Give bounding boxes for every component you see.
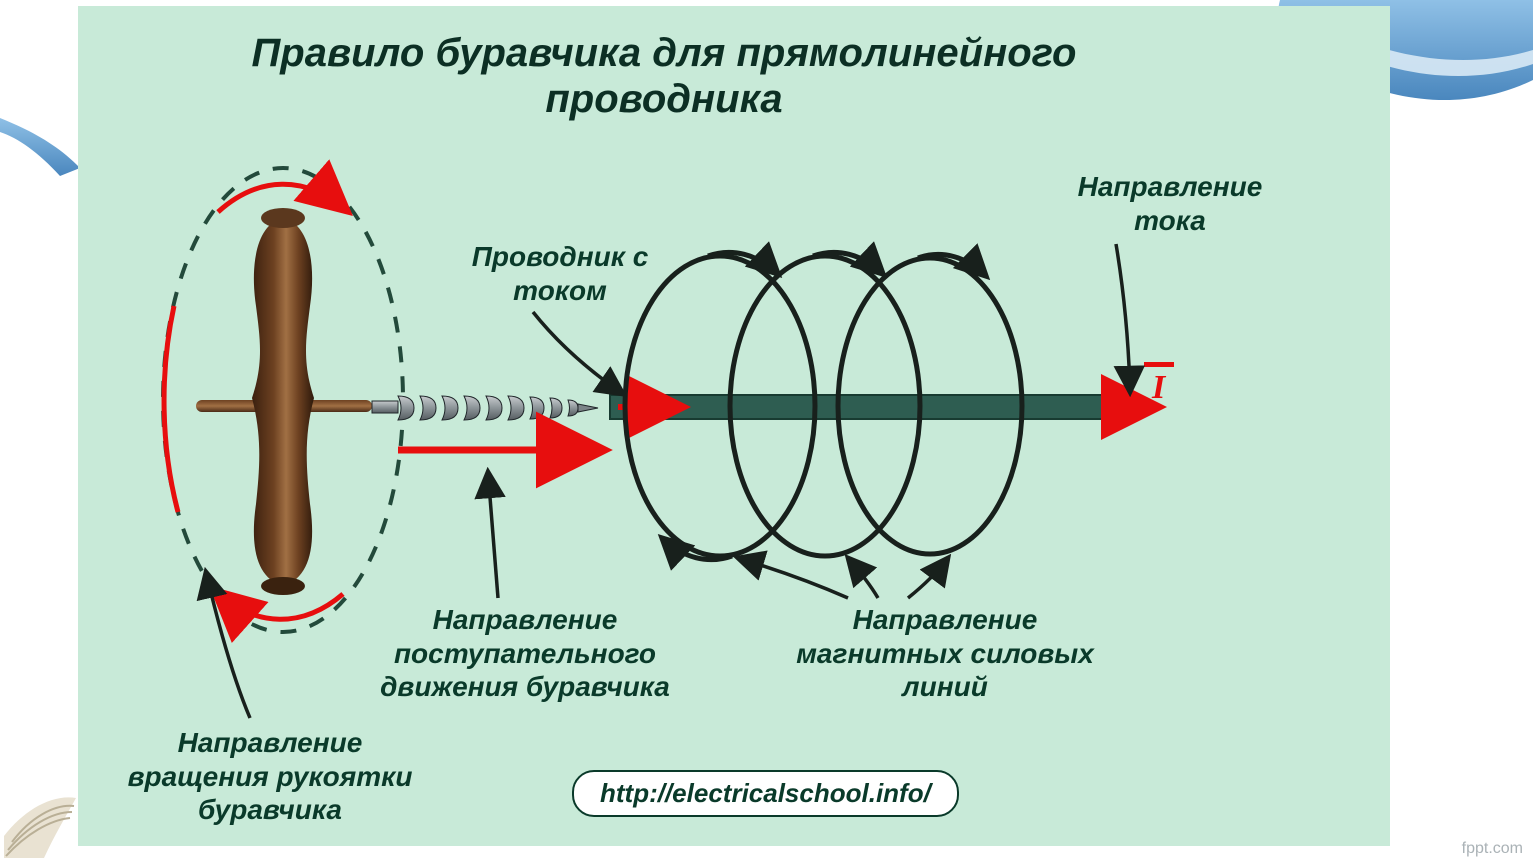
slide-root: Правило буравчика для прямолинейного про… — [0, 0, 1533, 864]
book-decoration — [0, 0, 1533, 864]
watermark: fppt.com — [1462, 840, 1523, 858]
